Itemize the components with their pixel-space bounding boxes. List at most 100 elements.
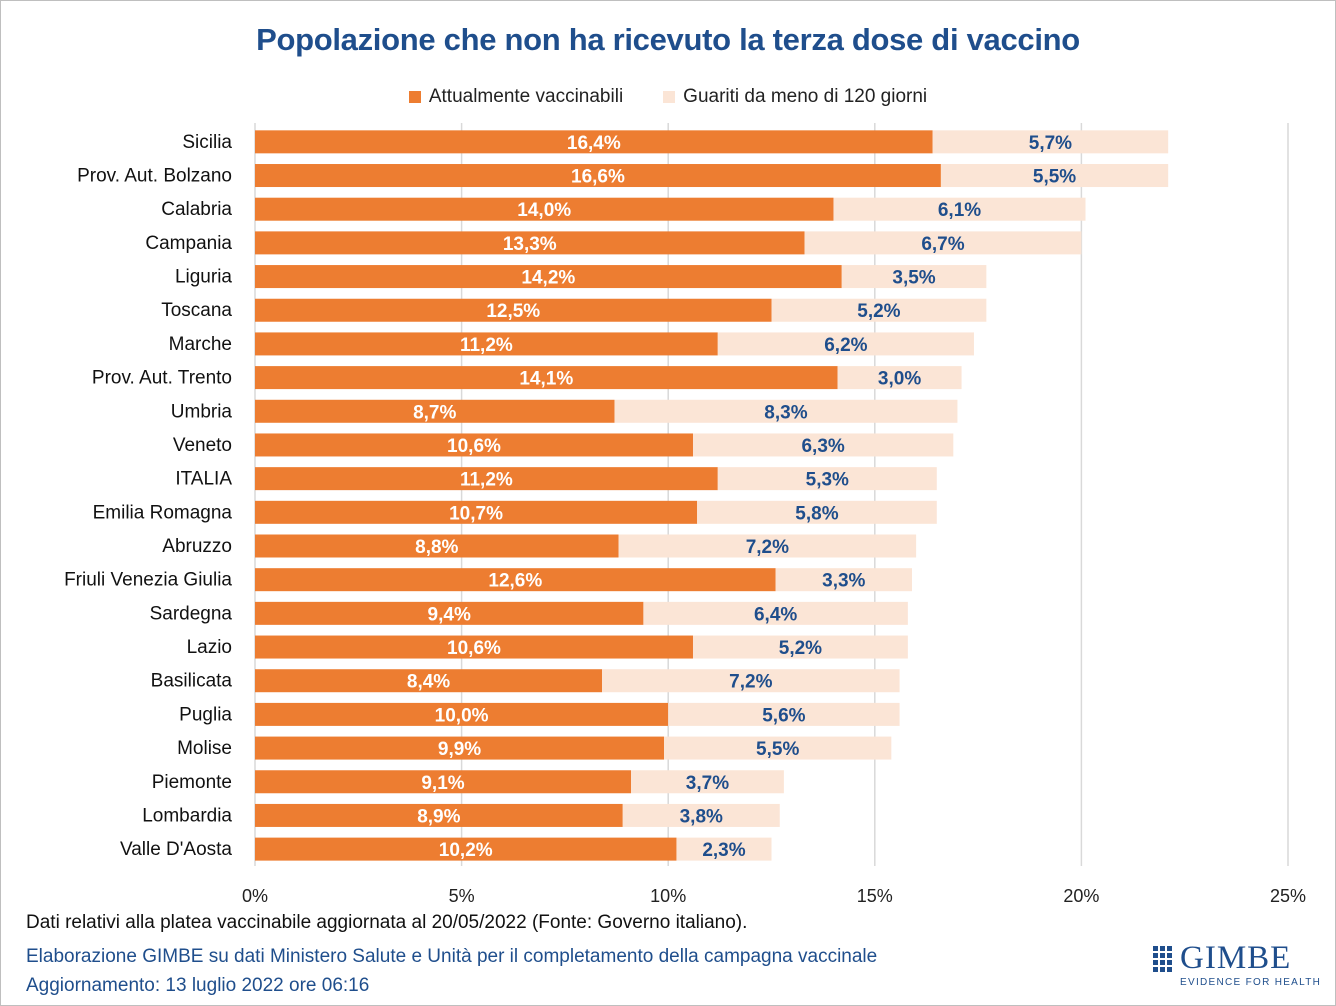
data-label-guariti: 3,5%	[892, 268, 935, 289]
category-label: Prov. Aut. Bolzano	[77, 166, 232, 187]
data-label-vaccinabili: 12,6%	[488, 571, 542, 592]
legend-label-guariti: Guariti da meno di 120 giorni	[683, 86, 928, 107]
data-label-guariti: 3,0%	[878, 369, 921, 390]
data-label-guariti: 5,5%	[1033, 167, 1076, 188]
bar-vaccinabili	[255, 770, 632, 794]
data-label-vaccinabili: 14,0%	[517, 200, 571, 221]
data-label-vaccinabili: 11,2%	[460, 335, 513, 356]
category-label: Sardegna	[150, 603, 233, 624]
bar-vaccinabili	[255, 601, 644, 625]
data-label-guariti: 3,7%	[686, 773, 729, 794]
chart-title: Popolazione che non ha ricevuto la terza…	[256, 22, 1080, 57]
x-tick-label: 10%	[650, 886, 686, 906]
bar-vaccinabili	[255, 265, 842, 289]
data-label-guariti: 5,8%	[795, 503, 838, 524]
bar-guariti	[841, 265, 987, 289]
bar-guariti	[676, 837, 772, 861]
bar-guariti	[602, 669, 900, 693]
legend-swatch-vaccinabili	[408, 91, 421, 103]
x-tick-label: 20%	[1063, 886, 1099, 906]
chart-legend: Attualmente vaccinabili Guariti da meno …	[0, 86, 1336, 108]
data-label-guariti: 3,3%	[822, 571, 865, 592]
bar-vaccinabili	[255, 332, 718, 356]
category-label: Emilia Romagna	[93, 502, 233, 523]
data-label-guariti: 6,4%	[754, 604, 797, 625]
category-label: Piemonte	[152, 772, 232, 793]
bar-guariti	[717, 332, 974, 356]
data-label-guariti: 5,2%	[857, 301, 900, 322]
legend-swatch-guariti	[663, 91, 676, 103]
bar-vaccinabili	[255, 803, 623, 827]
category-label: Prov. Aut. Trento	[92, 368, 232, 389]
category-label: Valle D'Aosta	[120, 839, 232, 860]
data-label-vaccinabili: 9,1%	[421, 773, 464, 794]
data-label-guariti: 6,3%	[801, 436, 844, 457]
bar-vaccinabili	[255, 399, 615, 423]
bar-guariti	[717, 467, 937, 491]
category-label: Molise	[177, 738, 232, 759]
category-label: Umbria	[171, 401, 233, 422]
bar-guariti	[697, 500, 937, 524]
bar-guariti	[771, 298, 987, 322]
category-label: Puglia	[179, 704, 232, 725]
logo-tagline: EVIDENCE FOR HEALTH	[1180, 977, 1322, 988]
bar-guariti	[837, 366, 962, 390]
bar-guariti	[833, 197, 1086, 221]
bar-guariti	[940, 164, 1169, 188]
category-label: Marche	[169, 334, 232, 355]
data-label-guariti: 5,3%	[806, 470, 849, 491]
data-label-vaccinabili: 13,3%	[503, 234, 557, 255]
source-note: Dati relativi alla platea vaccinabile ag…	[26, 912, 748, 933]
data-label-vaccinabili: 8,4%	[407, 672, 450, 693]
bar-guariti	[643, 601, 908, 625]
logo-grid-icon	[1153, 946, 1172, 972]
data-label-guariti: 8,3%	[764, 402, 807, 423]
bar-vaccinabili	[255, 197, 834, 221]
bar-guariti	[804, 231, 1082, 255]
bar-vaccinabili	[255, 298, 772, 322]
data-label-vaccinabili: 9,9%	[438, 739, 481, 760]
data-label-vaccinabili: 14,2%	[521, 268, 575, 289]
data-label-vaccinabili: 12,5%	[486, 301, 540, 322]
data-label-vaccinabili: 10,2%	[439, 840, 493, 861]
data-label-vaccinabili: 14,1%	[519, 369, 573, 390]
data-label-guariti: 6,1%	[938, 200, 981, 221]
bar-vaccinabili	[255, 837, 677, 861]
bar-vaccinabili	[255, 500, 698, 524]
data-label-vaccinabili: 8,9%	[417, 806, 460, 827]
category-label: ITALIA	[175, 469, 232, 490]
data-label-guariti: 5,5%	[756, 739, 799, 760]
bar-vaccinabili	[255, 669, 603, 693]
bar-guariti	[664, 736, 892, 760]
data-label-guariti: 3,8%	[680, 806, 723, 827]
bar-vaccinabili	[255, 231, 805, 255]
legend-label-vaccinabili: Attualmente vaccinabili	[428, 86, 624, 107]
logo-wordmark: GIMBE	[1180, 940, 1292, 976]
category-label: Friuli Venezia Giulia	[64, 570, 232, 591]
data-label-vaccinabili: 10,6%	[447, 638, 501, 659]
data-label-guariti: 7,2%	[746, 537, 789, 558]
bar-guariti	[775, 568, 912, 592]
bar-vaccinabili	[255, 568, 776, 592]
data-label-vaccinabili: 8,7%	[413, 402, 456, 423]
category-label: Abruzzo	[162, 536, 232, 557]
gimbe-logo: GIMBE EVIDENCE FOR HEALTH	[1150, 940, 1320, 992]
bar-vaccinabili	[255, 366, 838, 390]
data-label-vaccinabili: 16,4%	[567, 133, 621, 154]
category-label: Liguria	[175, 267, 232, 288]
category-label: Toscana	[161, 300, 232, 321]
bar-guariti	[932, 130, 1169, 154]
data-label-guariti: 6,7%	[921, 234, 964, 255]
x-tick-label: 15%	[857, 886, 893, 906]
data-label-vaccinabili: 16,6%	[571, 167, 625, 188]
bar-vaccinabili	[255, 635, 693, 659]
data-label-guariti: 2,3%	[702, 840, 745, 861]
category-label: Calabria	[161, 199, 232, 220]
data-label-guariti: 5,6%	[762, 705, 805, 726]
data-label-guariti: 5,2%	[779, 638, 822, 659]
data-label-guariti: 5,7%	[1029, 133, 1072, 154]
bar-vaccinabili	[255, 164, 941, 188]
data-label-vaccinabili: 10,6%	[447, 436, 501, 457]
elaboration-note: Elaborazione GIMBE su dati Ministero Sal…	[26, 946, 878, 967]
